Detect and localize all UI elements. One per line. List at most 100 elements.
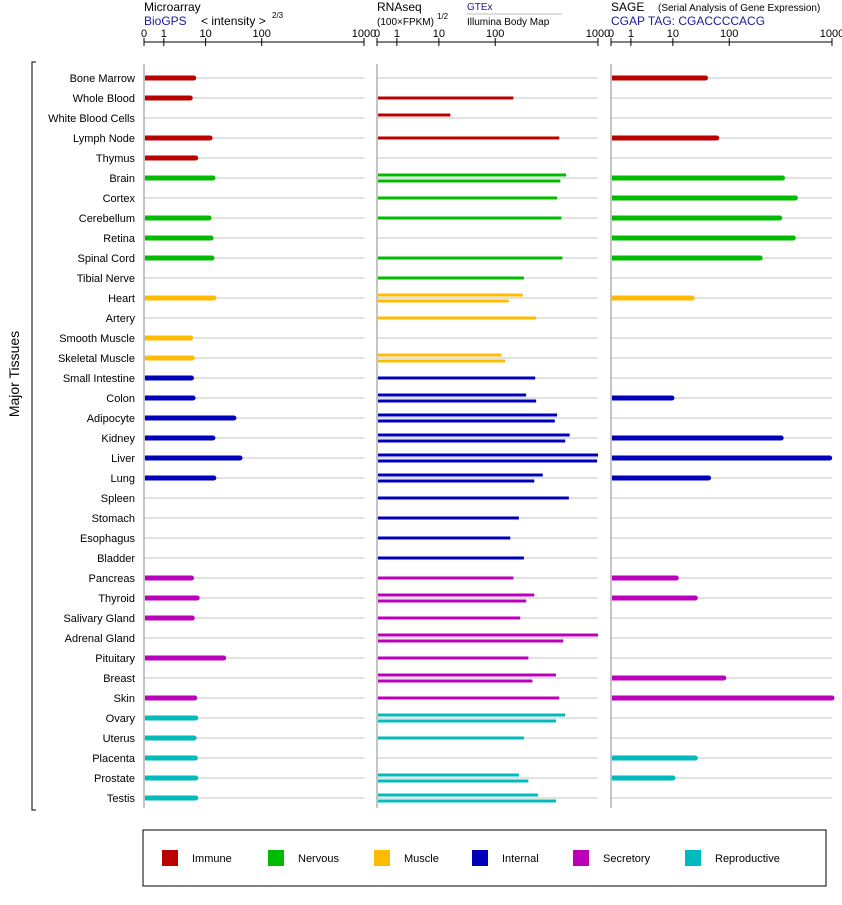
rnaseq-bar-ibm <box>378 376 536 380</box>
tissue-label: Prostate <box>94 773 135 785</box>
axis-tick-label: 100 <box>720 28 738 40</box>
sage-bar <box>612 235 794 241</box>
tissue-label: Skin <box>114 693 135 705</box>
tissue-label: Breast <box>103 673 135 685</box>
sage-bar-cap <box>780 175 786 181</box>
rnaseq-subtitle: (100×FPKM) <box>377 17 434 28</box>
microarray-bar-cap <box>211 295 217 301</box>
legend-swatch-immune <box>162 850 178 866</box>
sage-bar <box>612 595 696 601</box>
legend-label-nervous: Nervous <box>298 853 339 865</box>
microarray-bar-cap <box>193 715 199 721</box>
rnaseq-bar-ibm <box>378 616 521 620</box>
microarray-bar <box>145 415 234 421</box>
rnaseq-bar-ibm <box>378 316 537 320</box>
sage-bar <box>612 695 832 701</box>
legend-label-secretory: Secretory <box>603 853 651 865</box>
sage-bar-cap <box>670 775 676 781</box>
tissue-label: Cortex <box>103 193 136 205</box>
tissue-label: Salivary Gland <box>63 613 135 625</box>
sage-bar <box>612 255 761 261</box>
sage-bar-cap <box>829 695 835 701</box>
microarray-bar-cap <box>193 775 199 781</box>
rnaseq-bar-ibm <box>378 536 511 540</box>
sage-bar-cap <box>669 395 675 401</box>
sage-title: SAGE <box>611 0 644 14</box>
tissue-label: Testis <box>107 793 136 805</box>
legend-swatch-secretory <box>573 850 589 866</box>
rnaseq-bar-ibm <box>378 599 527 603</box>
sage-bar-cap <box>721 675 727 681</box>
rnaseq-bar-ibm <box>378 799 556 803</box>
microarray-bar <box>145 775 196 781</box>
axis-tick-label: 1000 <box>586 28 610 40</box>
microarray-subtitle: BioGPS <box>144 14 187 28</box>
rnaseq-bar-gtex <box>378 593 535 597</box>
microarray-bar-cap <box>189 615 195 621</box>
tissue-label: Brain <box>109 173 135 185</box>
microarray-bar <box>145 715 196 721</box>
tissue-label: Pancreas <box>89 573 136 585</box>
tissue-label: Pituitary <box>95 653 135 665</box>
microarray-bar-cap <box>193 795 199 801</box>
rnaseq-bar-gtex <box>378 433 570 437</box>
microarray-bar <box>145 155 196 161</box>
tissue-label: Skeletal Muscle <box>58 353 135 365</box>
tissue-label: Whole Blood <box>73 93 135 105</box>
tissue-label: Artery <box>106 313 136 325</box>
axis-tick-label: 1 <box>628 28 634 40</box>
microarray-bar-cap <box>189 575 195 581</box>
ibm-source-label: Illumina Body Map <box>467 17 550 28</box>
microarray-bar <box>145 735 195 741</box>
axis-tick-label: 1000 <box>820 28 842 40</box>
tissue-label: Retina <box>103 233 136 245</box>
rnaseq-bar-ibm <box>378 656 529 660</box>
microarray-bar <box>145 655 224 661</box>
sage-bar <box>612 775 673 781</box>
sage-bar-cap <box>706 475 712 481</box>
sage-bar-cap <box>689 295 695 301</box>
tissue-label: Ovary <box>106 713 136 725</box>
tissue-label: Heart <box>108 293 135 305</box>
tissue-label: Uterus <box>103 733 136 745</box>
tissue-label: Bladder <box>97 553 135 565</box>
microarray-bar <box>145 215 210 221</box>
microarray-bar-cap <box>191 735 197 741</box>
legend-swatch-internal <box>472 850 488 866</box>
rnaseq-bar-ibm <box>378 496 569 500</box>
panel-rnaseq: 0 1 10 100 1000 <box>374 28 610 808</box>
tissue-label: Thyroid <box>98 593 135 605</box>
legend-label-internal: Internal <box>502 853 539 865</box>
tissue-label: Liver <box>111 453 135 465</box>
microarray-bar-cap <box>190 395 196 401</box>
microarray-bar-cap <box>231 415 237 421</box>
rnaseq-bar-gtex <box>378 773 519 777</box>
sage-bar <box>612 435 782 441</box>
microarray-bar <box>145 295 214 301</box>
sage-bar <box>612 395 672 401</box>
microarray-bar <box>145 235 212 241</box>
microarray-bar <box>145 175 213 181</box>
y-axis-title: Major Tissues <box>6 331 22 417</box>
sage-bar-cap <box>703 75 709 81</box>
rnaseq-bar-ibm <box>378 479 535 483</box>
sage-title-note: (Serial Analysis of Gene Expression) <box>658 3 820 14</box>
rnaseq-bar-ibm <box>378 719 556 723</box>
tissue-label: Tibial Nerve <box>77 273 135 285</box>
rnaseq-bar-ibm <box>378 439 566 443</box>
microarray-bar-cap <box>188 335 194 341</box>
microarray-bar-cap <box>206 215 212 221</box>
tissue-label: Esophagus <box>80 533 136 545</box>
microarray-bar-cap <box>193 155 199 161</box>
legend-swatch-muscle <box>374 850 390 866</box>
sage-bar-cap <box>827 455 833 461</box>
axis-tick-label: 0 <box>141 28 147 40</box>
microarray-bar <box>145 335 191 341</box>
legend-label-muscle: Muscle <box>404 853 439 865</box>
rnaseq-bar-ibm <box>378 216 562 220</box>
tissue-label: Cerebellum <box>79 213 135 225</box>
sage-bar <box>612 195 796 201</box>
rnaseq-bar-gtex <box>378 473 543 477</box>
sage-bar <box>612 575 677 581</box>
sage-bar <box>612 175 783 181</box>
